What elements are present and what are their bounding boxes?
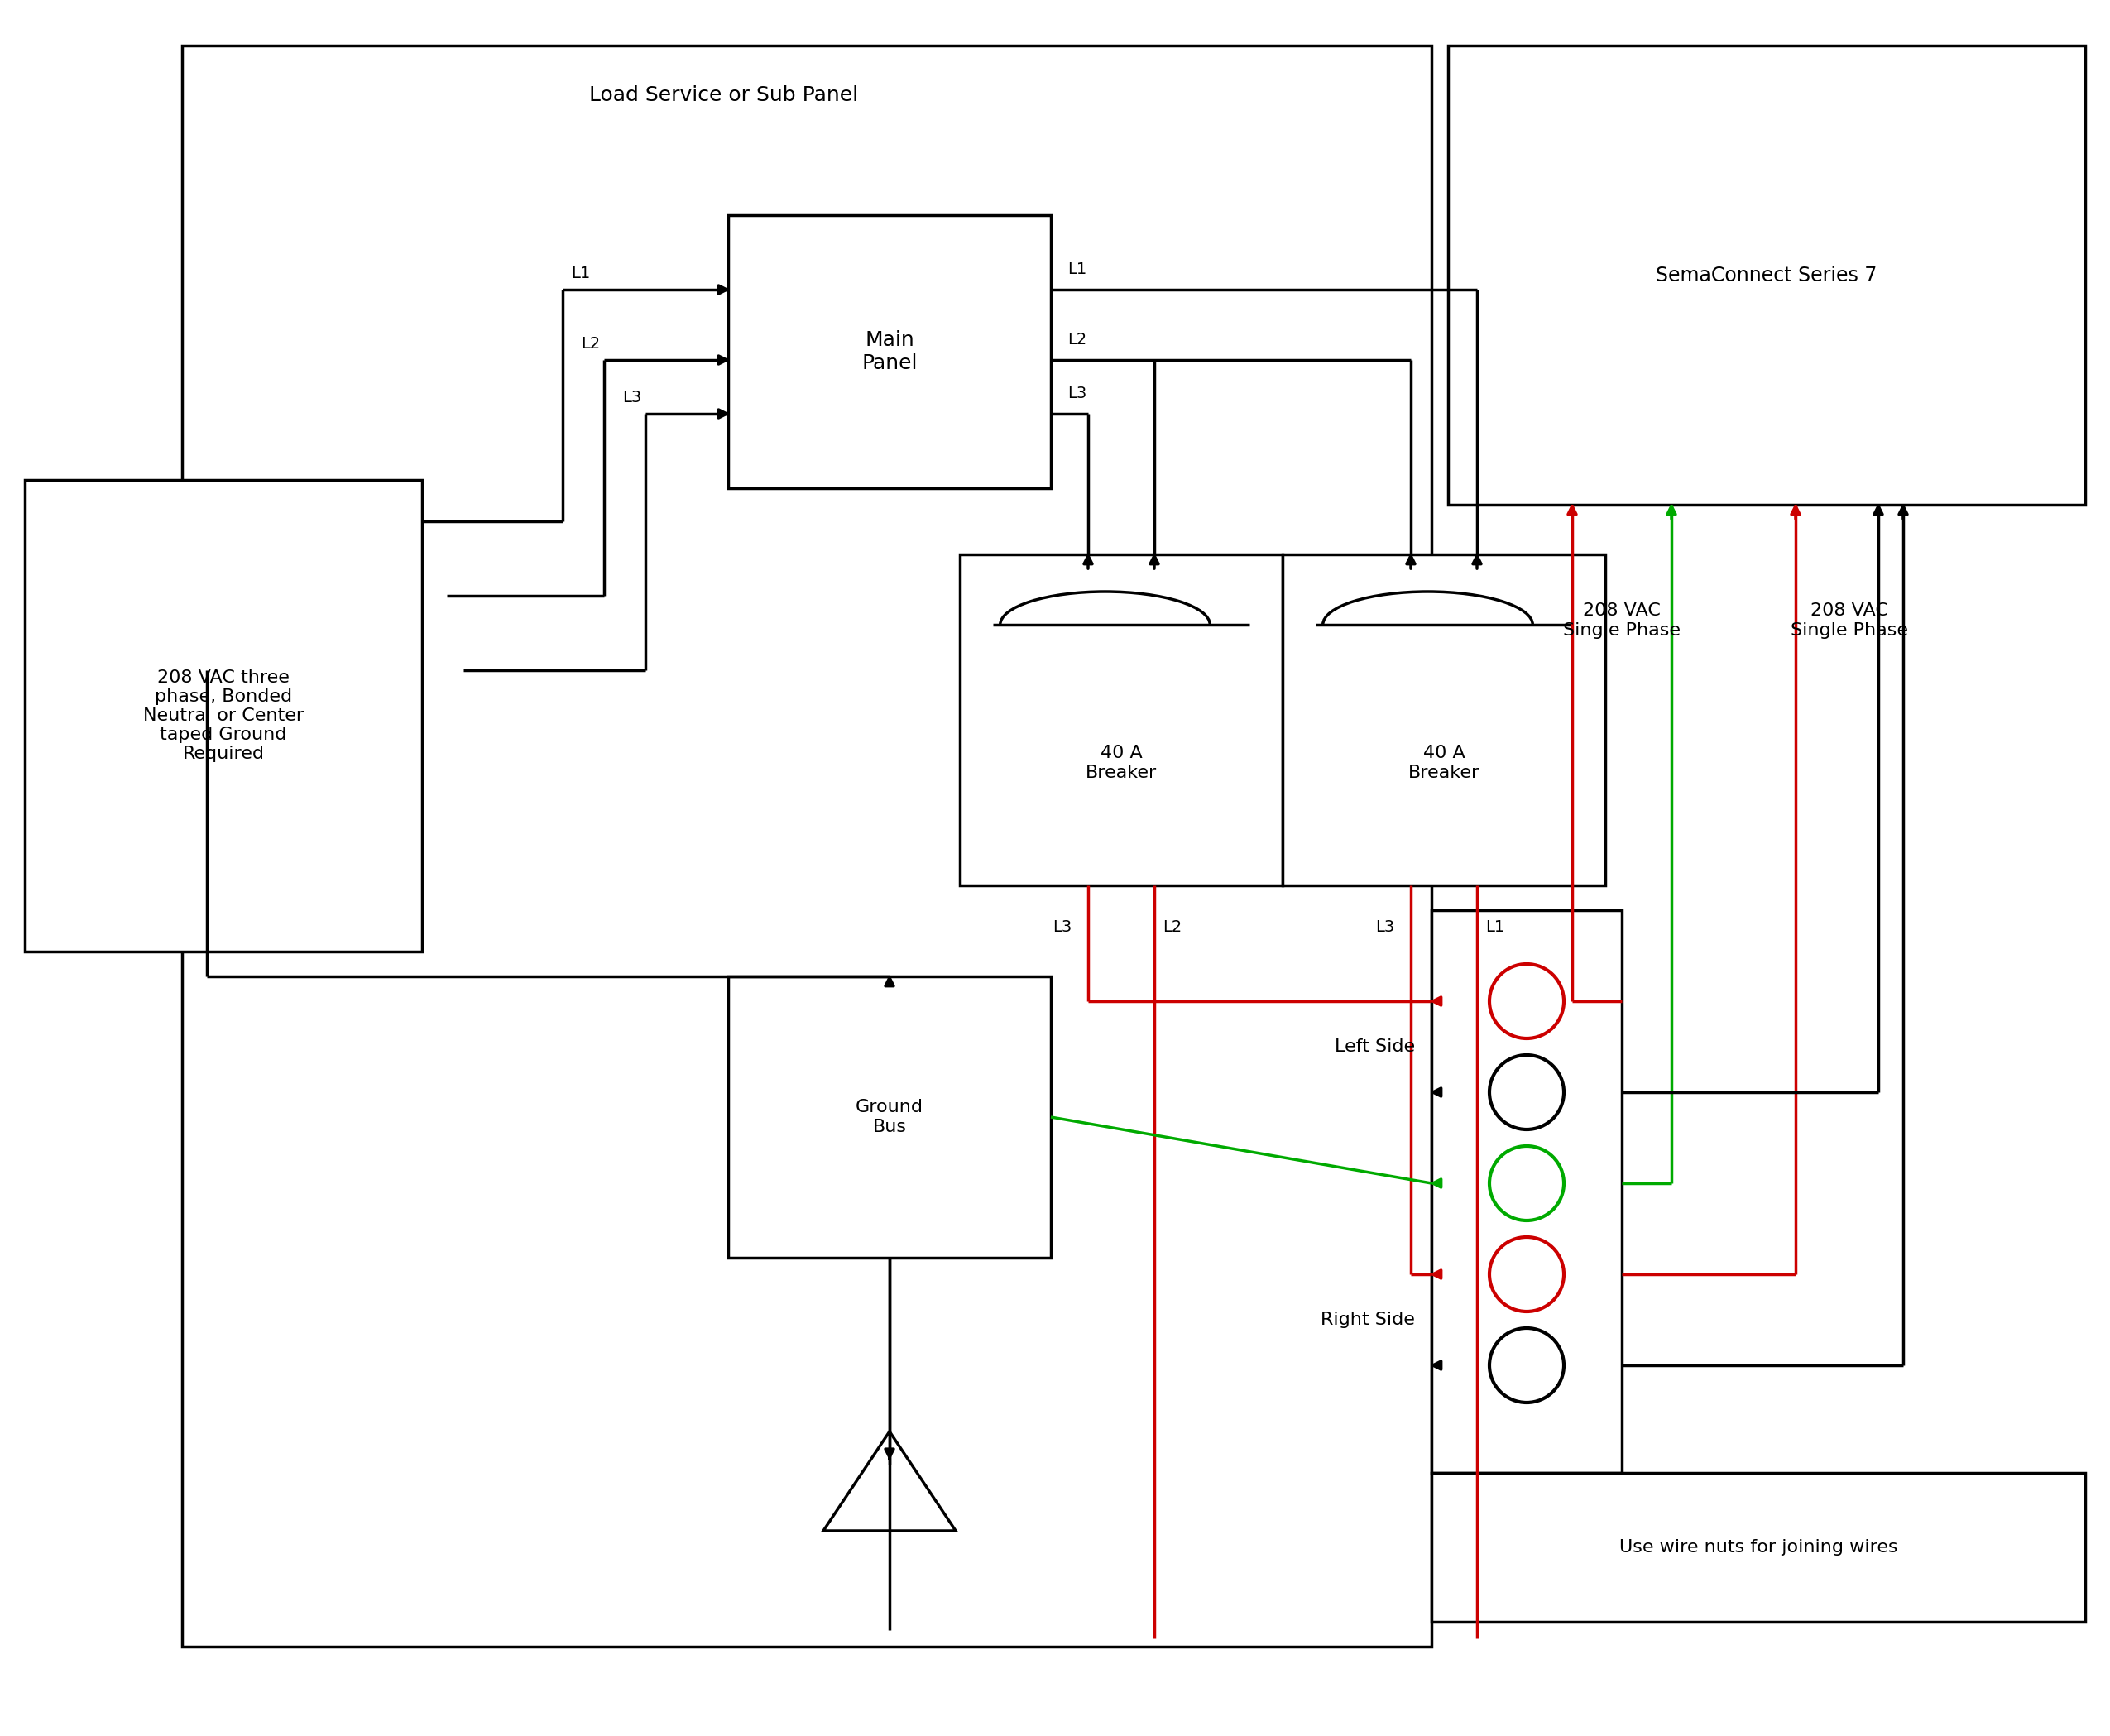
FancyBboxPatch shape (1431, 910, 1623, 1472)
Text: 208 VAC
Single Phase: 208 VAC Single Phase (1564, 602, 1680, 639)
Text: 208 VAC three
phase, Bonded
Neutral or Center
taped Ground
Required: 208 VAC three phase, Bonded Neutral or C… (143, 668, 304, 762)
Text: L3: L3 (1053, 918, 1072, 934)
Text: L1: L1 (1485, 918, 1504, 934)
Text: L3: L3 (622, 389, 641, 404)
FancyBboxPatch shape (181, 45, 1431, 1647)
Text: 208 VAC
Single Phase: 208 VAC Single Phase (1791, 602, 1907, 639)
Text: L1: L1 (572, 266, 591, 281)
FancyBboxPatch shape (25, 479, 422, 951)
Text: L3: L3 (1068, 385, 1087, 401)
Text: SemaConnect Series 7: SemaConnect Series 7 (1656, 266, 1878, 285)
Text: Load Service or Sub Panel: Load Service or Sub Panel (589, 85, 859, 106)
FancyBboxPatch shape (1447, 45, 2085, 505)
Text: L2: L2 (580, 335, 599, 351)
Text: L1: L1 (1068, 260, 1087, 276)
Text: L2: L2 (1163, 918, 1182, 934)
Text: Ground
Bus: Ground Bus (855, 1099, 924, 1135)
Text: Left Side: Left Side (1334, 1038, 1416, 1055)
Text: L3: L3 (1376, 918, 1395, 934)
Text: L2: L2 (1068, 332, 1087, 347)
Text: 40 A
Breaker: 40 A Breaker (1407, 745, 1479, 781)
Text: 40 A
Breaker: 40 A Breaker (1085, 745, 1156, 781)
Text: Use wire nuts for joining wires: Use wire nuts for joining wires (1618, 1540, 1897, 1555)
Text: Main
Panel: Main Panel (861, 330, 918, 373)
FancyBboxPatch shape (728, 215, 1051, 488)
FancyBboxPatch shape (728, 976, 1051, 1257)
Text: Right Side: Right Side (1321, 1311, 1416, 1328)
FancyBboxPatch shape (1283, 554, 1606, 885)
FancyBboxPatch shape (1431, 1472, 2085, 1621)
FancyBboxPatch shape (960, 554, 1283, 885)
